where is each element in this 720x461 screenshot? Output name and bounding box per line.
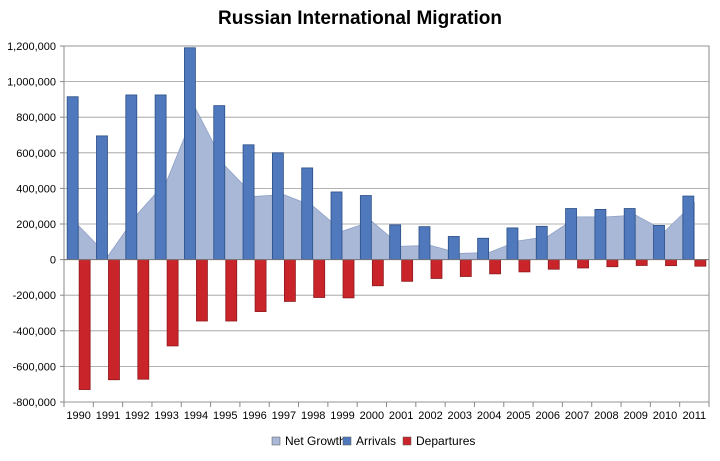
x-tick-label: 2000 [360, 410, 384, 422]
arrivals-bar [623, 208, 636, 261]
arrivals-bar [594, 209, 607, 261]
x-tick-label: 1992 [125, 410, 149, 422]
arrivals-bar [242, 144, 255, 260]
departures-bar [694, 259, 707, 267]
x-tick-label: 1995 [213, 410, 237, 422]
arrivals-bar [125, 94, 138, 260]
x-tick-label: 2006 [536, 410, 560, 422]
x-tick-label: 2007 [565, 410, 589, 422]
x-tick-label: 2009 [623, 410, 647, 422]
x-tick-label: 2005 [506, 410, 530, 422]
legend-label-departures: Departures [416, 434, 475, 448]
legend-label-net-growth: Net Growth [285, 434, 346, 448]
axis-layer: -800,000 -600,000 -400,000 -200,000 0 200,000… [7, 41, 710, 422]
x-tick-label: 2003 [448, 410, 472, 422]
arrivals-bar [96, 135, 108, 260]
departures-bar [78, 259, 91, 390]
arrivals-bar [359, 195, 372, 261]
legend-swatch-arrivals [342, 436, 352, 446]
y-tick-label: 0 [50, 255, 56, 267]
area-layer [78, 108, 695, 260]
x-tick-label: 2010 [653, 410, 677, 422]
arrivals-bar [271, 152, 284, 261]
departures-bar [635, 259, 648, 266]
legend-swatch-departures [402, 436, 412, 446]
chart-title: Russian International Migration [218, 8, 502, 29]
y-tick-label: -600,000 [13, 361, 56, 373]
departures-bar [547, 259, 560, 270]
legend-swatch-net-growth [271, 436, 281, 446]
arrivals-bar [418, 226, 431, 260]
y-tick-label: 200,000 [16, 219, 56, 231]
departures-bar [430, 259, 443, 279]
departures-bar [225, 259, 238, 322]
x-tick-label: 1993 [154, 410, 178, 422]
arrivals-bar [535, 225, 548, 260]
x-tick-label: 2004 [477, 410, 501, 422]
y-tick-label: 1,200,000 [7, 41, 56, 53]
arrivals-bar [477, 237, 490, 261]
departures-bar [254, 259, 267, 312]
x-tick-label: 2002 [418, 410, 442, 422]
x-tick-label: 1996 [242, 410, 266, 422]
legend-label-arrivals: Arrivals [356, 434, 396, 448]
y-tick-label: -800,000 [13, 397, 56, 409]
departures-bar [196, 259, 208, 322]
x-tick-label: 1998 [301, 410, 325, 422]
departures-bar [606, 259, 619, 268]
departures-bar [313, 259, 326, 298]
x-tick-label: 1994 [184, 410, 208, 422]
legend: Net Growth Arrivals Departures [271, 434, 475, 448]
departures-bar [342, 259, 355, 299]
arrivals-bar [184, 47, 196, 261]
departures-bar [518, 259, 531, 273]
y-tick-label: 1,000,000 [7, 77, 56, 89]
departures-bar [577, 259, 589, 269]
y-tick-label: -200,000 [13, 290, 56, 302]
arrivals-bar [506, 227, 519, 261]
x-tick-label: 2011 [683, 410, 707, 422]
x-tick-label: 1991 [96, 410, 120, 422]
arrivals-bar [213, 105, 226, 260]
bar-layer [66, 47, 707, 390]
x-tick-label: 2008 [594, 410, 618, 422]
net-growth-area [78, 108, 695, 260]
arrivals-bar [301, 167, 314, 260]
arrivals-bar [447, 236, 460, 261]
departures-bar [137, 259, 150, 380]
arrivals-bar [66, 96, 79, 260]
departures-bar [665, 259, 677, 267]
x-tick-label: 1999 [330, 410, 354, 422]
departures-bar [459, 259, 472, 277]
departures-bar [401, 259, 414, 282]
x-tick-label: 1990 [66, 410, 90, 422]
departures-bar [371, 259, 384, 287]
y-tick-label: 800,000 [16, 112, 56, 124]
departures-bar [108, 259, 120, 381]
departures-bar [489, 259, 502, 275]
arrivals-bar [653, 225, 665, 260]
arrivals-bar [565, 208, 577, 261]
y-tick-label: 400,000 [16, 183, 56, 195]
departures-bar [283, 259, 296, 302]
departures-bar [166, 259, 179, 347]
x-tick-label: 1997 [272, 410, 296, 422]
arrivals-bar [682, 195, 695, 261]
y-tick-label: 600,000 [16, 148, 56, 160]
arrivals-bar [389, 224, 402, 260]
arrivals-bar [330, 191, 343, 261]
y-tick-label: -400,000 [13, 326, 56, 338]
x-tick-label: 2001 [389, 410, 413, 422]
arrivals-bar [154, 94, 167, 260]
